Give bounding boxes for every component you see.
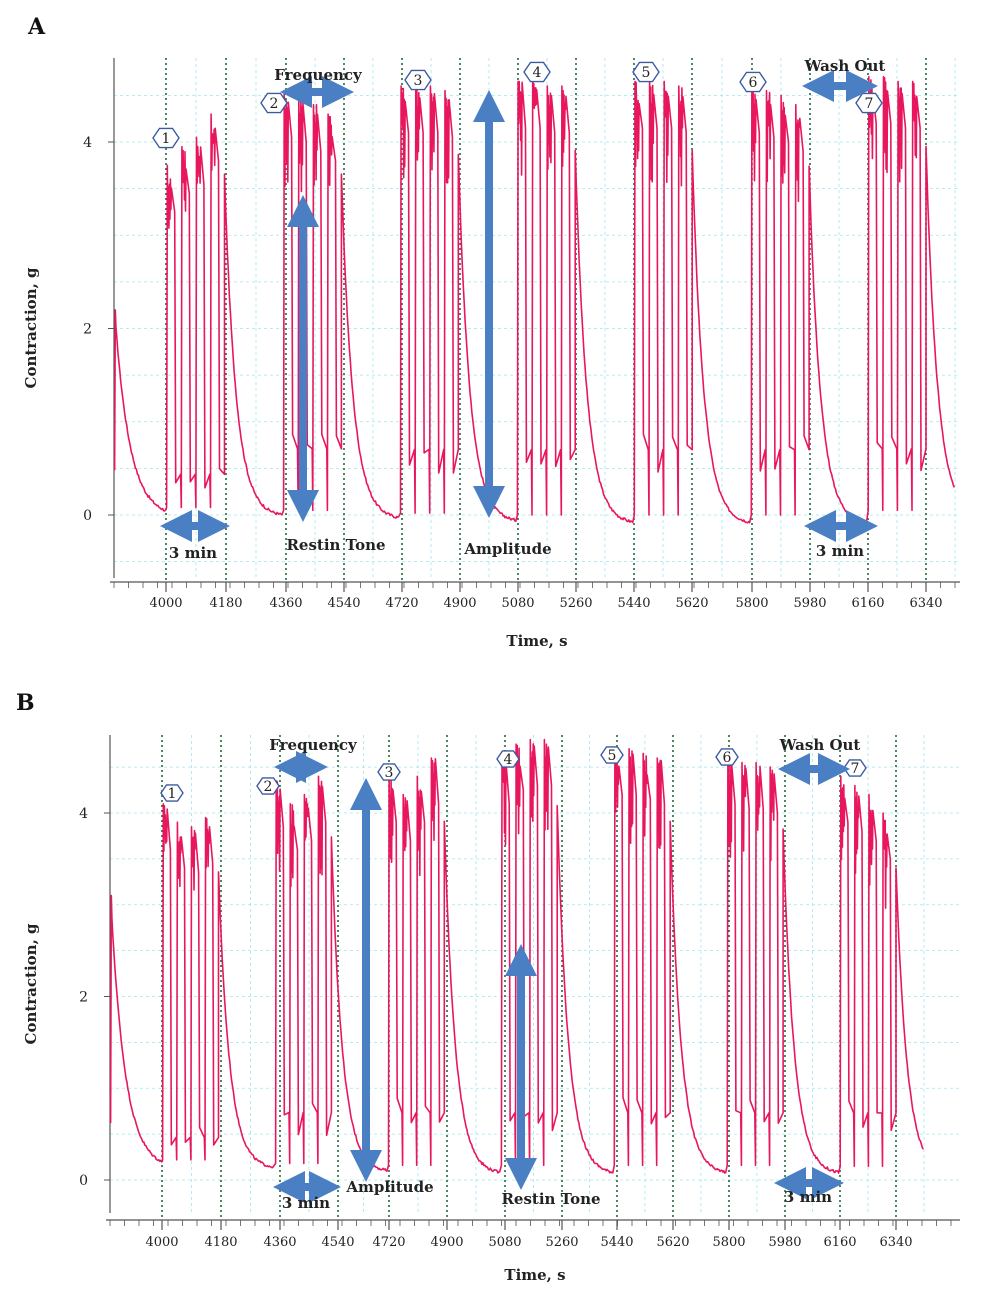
stage-badge-shape [152, 127, 180, 149]
stage-badge-text: 7 [865, 96, 874, 112]
stage-label-2: 2 [260, 92, 288, 114]
three-min-left-label: 3 min [282, 1194, 330, 1212]
restin-tone-label: Restin Tone [501, 1190, 600, 1208]
stage-badge-shape [739, 71, 767, 93]
three-min-right-label: 3 min [784, 1188, 832, 1206]
x-tick-label: 4180 [209, 596, 242, 611]
stage-badge-text: 5 [642, 65, 651, 81]
y-tick-label: 2 [79, 990, 88, 1006]
x-tick-label: 5260 [559, 596, 592, 611]
x-tick-label: 5440 [617, 596, 650, 611]
stage-badge-text: 1 [168, 786, 177, 802]
y-tick-label: 0 [83, 508, 92, 524]
three-min-left-label: 3 min [169, 544, 217, 562]
amplitude-label: Amplitude [345, 1178, 433, 1196]
amplitude-label: Amplitude [463, 540, 551, 558]
frequency-label: Frequency [269, 736, 358, 754]
panel-a-letter: A [28, 14, 46, 40]
panel-a-chart: 0 2 4 4000 4180 4360 4540 4720 4900 5080 5260 5440 5… [22, 57, 960, 650]
stage-badge-shape [377, 763, 401, 781]
stage-badge-shape [496, 750, 520, 768]
stage-label-4: 4 [523, 61, 551, 83]
x-tick-label: 5800 [712, 1235, 745, 1250]
x-tick-label: 4360 [269, 596, 302, 611]
frequency-label: Frequency [274, 66, 363, 84]
y-tick-label: 4 [79, 806, 88, 822]
stage-badge-text: 4 [504, 752, 513, 768]
stage-badge-shape [715, 748, 739, 766]
stage-label-3: 3 [377, 763, 401, 781]
x-axis-label: Time, s [506, 632, 567, 650]
stage-label-2: 2 [256, 777, 280, 795]
stage-label-5: 5 [632, 61, 660, 83]
stage-badge-shape [256, 777, 280, 795]
wash-out-label: Wash Out [804, 57, 886, 75]
x-tick-label: 4000 [145, 1235, 178, 1250]
y-tick-label: 0 [79, 1173, 88, 1189]
x-tick-label: 5080 [488, 1235, 521, 1250]
contraction-trace [113, 75, 956, 524]
y-axis-label: Contraction, g [22, 267, 40, 389]
stage-badge-shape [632, 61, 660, 83]
stage-label-1: 1 [152, 127, 180, 149]
stage-label-6: 6 [715, 748, 739, 766]
stage-label-1: 1 [160, 784, 184, 802]
grid [114, 58, 960, 578]
x-tick-label: 6160 [851, 596, 884, 611]
stage-label-3: 3 [404, 69, 432, 91]
x-tick-label: 5980 [768, 1235, 801, 1250]
x-tick-label: 4540 [321, 1235, 354, 1250]
x-tick-label: 4720 [372, 1235, 405, 1250]
stage-label-7: 7 [843, 759, 867, 777]
stage-badge-text: 7 [851, 761, 860, 777]
y-axis-label: Contraction, g [22, 923, 40, 1045]
restin-tone-label: Restin Tone [286, 536, 385, 554]
stage-badge-text: 6 [749, 75, 758, 91]
stage-badge-text: 3 [385, 765, 394, 781]
x-tick-label: 5080 [501, 596, 534, 611]
three-min-right-label: 3 min [816, 542, 864, 560]
x-tick-label: 6160 [823, 1235, 856, 1250]
panel-b-chart: 0 2 4 4000 4180 4360 4540 4720 4900 5080 5260 5440 5… [22, 735, 960, 1284]
stage-label-4: 4 [496, 750, 520, 768]
stage-badge-shape [404, 69, 432, 91]
x-tick-label: 5620 [675, 596, 708, 611]
stage-label-7: 7 [855, 92, 883, 114]
panel-b-letter: B [16, 690, 35, 716]
x-tick-label: 5980 [793, 596, 826, 611]
stage-badge-text: 3 [414, 73, 423, 89]
x-tick-label: 4900 [430, 1235, 463, 1250]
stage-badge-text: 6 [723, 750, 732, 766]
x-tick-label: 4000 [149, 596, 182, 611]
stage-badge-text: 5 [608, 748, 617, 764]
x-tick-label: 6340 [879, 1235, 912, 1250]
grid [110, 735, 960, 1213]
wash-out-label: Wash Out [779, 736, 861, 754]
x-tick-label: 5620 [656, 1235, 689, 1250]
stage-badge-shape [600, 746, 624, 764]
stage-badge-text: 2 [270, 96, 279, 112]
x-tick-label: 4720 [385, 596, 418, 611]
stage-badge-text: 1 [162, 131, 171, 147]
x-tick-label: 4180 [204, 1235, 237, 1250]
y-tick-label: 4 [83, 135, 92, 151]
stage-label-5: 5 [600, 746, 624, 764]
x-tick-label: 5440 [600, 1235, 633, 1250]
stage-label-6: 6 [739, 71, 767, 93]
stage-badge-shape [523, 61, 551, 83]
x-tick-label: 4900 [443, 596, 476, 611]
x-tick-label: 5260 [545, 1235, 578, 1250]
stage-badge-shape [160, 784, 184, 802]
x-tick-label: 4360 [263, 1235, 296, 1250]
stage-badge-text: 4 [533, 65, 542, 81]
stage-badge-text: 2 [264, 779, 273, 795]
x-tick-label: 4540 [327, 596, 360, 611]
contraction-trace [109, 738, 924, 1174]
x-tick-label: 5800 [735, 596, 768, 611]
x-axis-label: Time, s [504, 1266, 565, 1284]
x-tick-label: 6340 [909, 596, 942, 611]
y-tick-label: 2 [83, 322, 92, 338]
